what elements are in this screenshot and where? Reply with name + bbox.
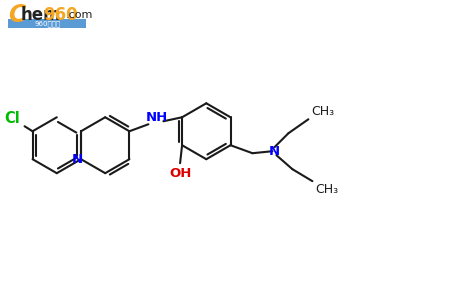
Text: 960化工网: 960化工网 bbox=[34, 21, 60, 27]
Text: .com: .com bbox=[65, 11, 92, 21]
Text: 960: 960 bbox=[43, 6, 78, 24]
Text: CH₃: CH₃ bbox=[311, 105, 334, 118]
Text: Cl: Cl bbox=[5, 111, 20, 126]
Text: N: N bbox=[269, 145, 280, 158]
Text: NH: NH bbox=[146, 111, 168, 124]
FancyBboxPatch shape bbox=[9, 19, 86, 28]
Text: OH: OH bbox=[169, 167, 191, 180]
Text: C: C bbox=[9, 4, 26, 28]
Text: hem: hem bbox=[20, 6, 61, 24]
Text: N: N bbox=[72, 153, 82, 166]
Text: CH₃: CH₃ bbox=[315, 183, 338, 196]
